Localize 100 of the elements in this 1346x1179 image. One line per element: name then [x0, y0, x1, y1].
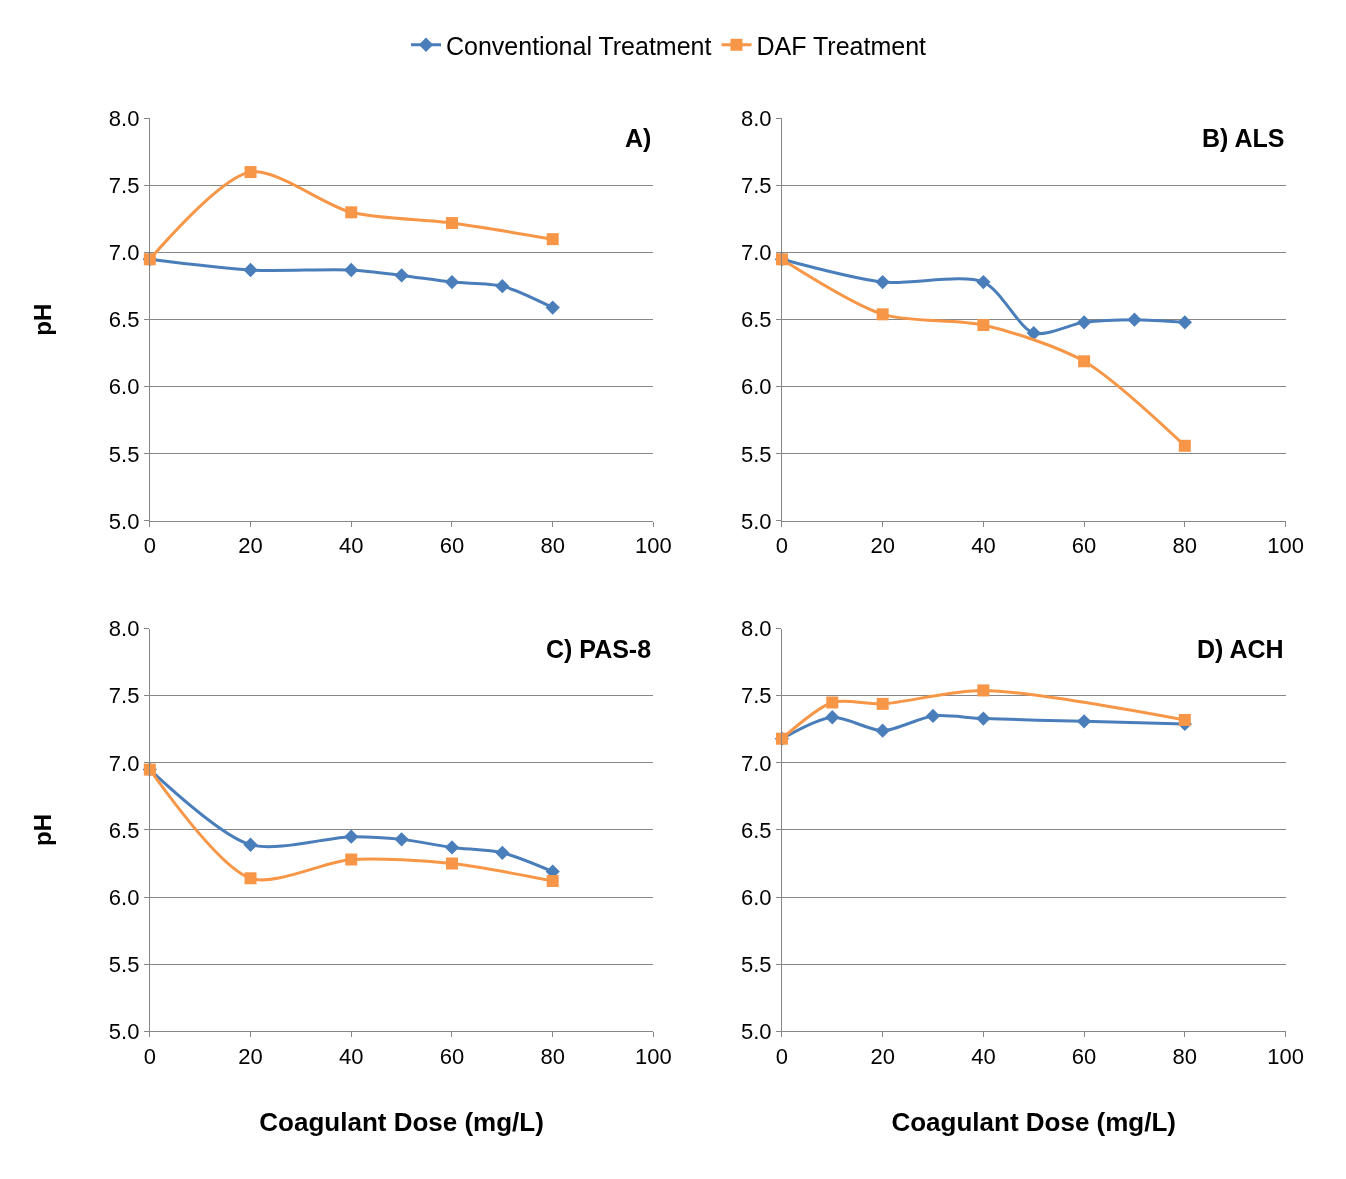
y-tick-label: 6.0: [108, 374, 140, 400]
x-axis-title: Coagulant Dose (mg/L): [259, 1107, 544, 1138]
y-tick-label: 6.5: [740, 307, 772, 333]
point: [976, 274, 991, 290]
point: [925, 708, 941, 724]
point: [876, 697, 889, 710]
y-tick-label: 5.5: [108, 951, 140, 977]
x-tick-label: 0: [143, 533, 156, 559]
point: [875, 723, 890, 738]
y-tick-label: 5.5: [108, 441, 140, 467]
point: [243, 262, 258, 278]
y-tick-label: 7.5: [108, 173, 140, 199]
point: [445, 217, 458, 230]
y-tick-label: 8.0: [108, 106, 140, 132]
point: [1127, 312, 1142, 327]
point: [444, 840, 460, 855]
y-tick-label: 6.5: [740, 817, 772, 843]
y-tick-label: 8.0: [108, 616, 140, 642]
point: [1178, 713, 1191, 726]
x-tick-label: 100: [635, 1043, 672, 1069]
x-tick-label: 0: [775, 533, 789, 559]
y-tick-label: 5.5: [740, 441, 772, 467]
legend-label: DAF Treatment: [756, 31, 927, 60]
x-tick-label: 80: [540, 1043, 565, 1069]
x-tick-label: 40: [971, 1043, 996, 1069]
y-tick-label: 5.0: [740, 508, 772, 534]
point: [243, 837, 258, 852]
point: [977, 684, 990, 697]
x-tick-label: 40: [339, 1043, 364, 1069]
chart-title: C) PAS-8: [546, 635, 652, 663]
x-tick-label: 60: [1071, 533, 1097, 559]
y-tick-label: 5.0: [108, 508, 140, 534]
x-tick-label: 40: [971, 533, 996, 559]
x-tick-label: 80: [540, 533, 565, 559]
point: [495, 845, 510, 860]
point: [344, 262, 359, 278]
x-tick-label: 100: [1267, 1043, 1304, 1069]
x-tick-label: 20: [238, 1043, 263, 1069]
x-tick-label: 20: [870, 533, 895, 559]
x-tick-label: 60: [439, 533, 465, 559]
y-tick-label: 7.0: [108, 240, 140, 266]
y-tick-label: 8.0: [740, 616, 772, 642]
x-tick-label: 20: [238, 533, 263, 559]
y-tick-label: 6.0: [740, 884, 772, 910]
y-tick-label: 6.0: [740, 374, 772, 400]
point: [976, 711, 991, 726]
chart-title: B) ALS: [1202, 124, 1285, 152]
point: [1076, 315, 1092, 330]
y-tick-label: 7.5: [740, 173, 772, 199]
y-tick-label: 6.0: [108, 884, 140, 910]
point: [977, 319, 990, 332]
point: [1078, 355, 1091, 368]
point: [1076, 714, 1092, 729]
point: [345, 853, 358, 866]
x-tick-label: 60: [1071, 1043, 1097, 1069]
point: [394, 268, 409, 283]
point: [345, 206, 358, 219]
point: [876, 308, 889, 321]
point: [546, 874, 559, 887]
point: [344, 829, 359, 844]
point: [394, 832, 409, 847]
x-tick-label: 0: [143, 1043, 156, 1069]
point: [825, 710, 840, 725]
y-tick-label: 7.5: [740, 683, 772, 709]
point: [495, 278, 510, 294]
x-tick-label: 100: [1267, 533, 1304, 559]
y-tick-label: 7.0: [740, 240, 772, 266]
chart-title: A): [625, 124, 652, 152]
y-tick-label: 7.0: [108, 750, 140, 776]
y-tick-label: 7.0: [740, 750, 772, 776]
x-tick-label: 80: [1172, 533, 1198, 559]
x-axis-title: Coagulant Dose (mg/L): [891, 1107, 1177, 1138]
point: [1177, 315, 1192, 330]
point: [445, 857, 458, 870]
y-tick-label: 7.5: [108, 683, 140, 709]
legend-label: Conventional Treatment: [446, 31, 712, 60]
x-tick-label: 40: [339, 533, 364, 559]
y-tick-label: 6.5: [108, 817, 140, 843]
point: [545, 300, 560, 315]
chart-title: D) ACH: [1197, 635, 1284, 663]
point: [826, 696, 839, 709]
point: [1026, 325, 1041, 341]
y-tick-label: 5.0: [108, 1018, 140, 1044]
y-tick-label: 5.5: [740, 951, 772, 977]
point: [546, 233, 559, 246]
point: [1178, 439, 1191, 452]
point: [244, 872, 257, 885]
x-tick-label: 80: [1172, 1043, 1198, 1069]
x-tick-label: 60: [439, 1043, 465, 1069]
y-tick-label: 5.0: [740, 1018, 772, 1044]
point: [244, 166, 257, 179]
y-axis-title: pH: [28, 813, 56, 846]
x-tick-label: 0: [775, 1043, 789, 1069]
x-tick-label: 20: [870, 1043, 895, 1069]
point: [444, 274, 460, 290]
y-tick-label: 6.5: [108, 307, 140, 333]
point: [875, 274, 890, 290]
y-axis-title: pH: [28, 303, 56, 336]
x-tick-label: 100: [635, 533, 672, 559]
y-tick-label: 8.0: [740, 106, 772, 132]
